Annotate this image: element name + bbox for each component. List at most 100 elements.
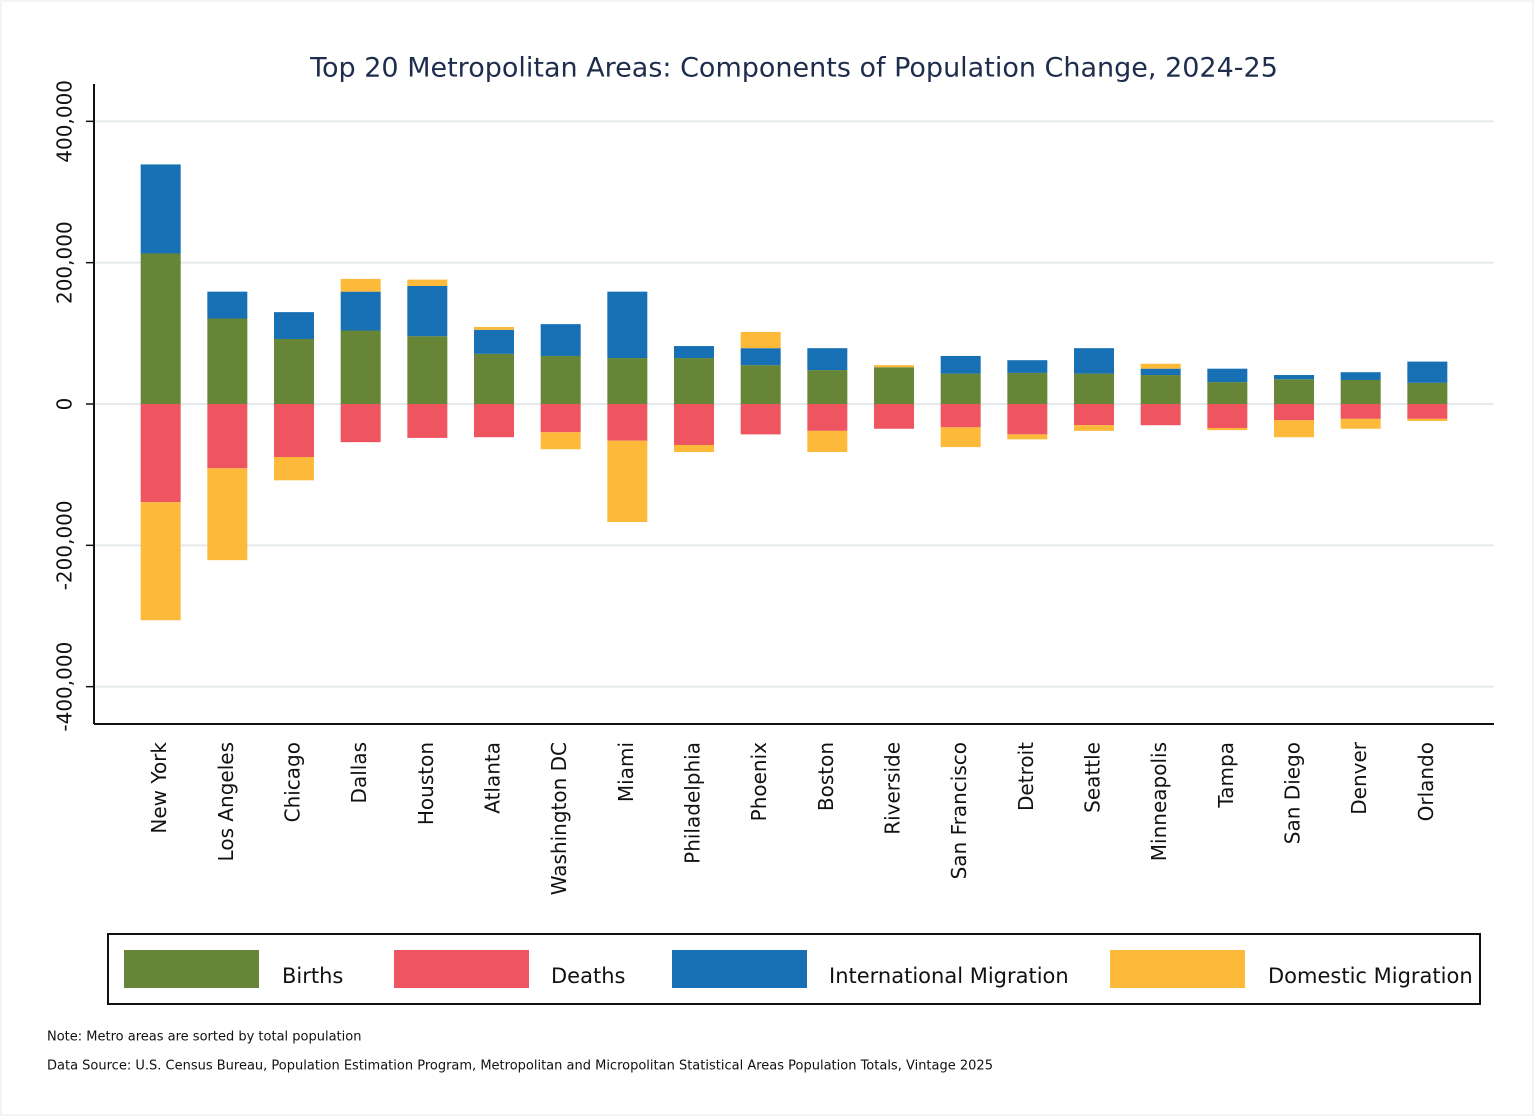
bar [940, 355, 981, 374]
bar [140, 404, 181, 503]
bar [807, 404, 848, 431]
bar [940, 404, 981, 428]
bar [1140, 363, 1181, 369]
bar [474, 353, 514, 404]
legend-label: International Migration [829, 964, 1069, 988]
bar [740, 331, 781, 349]
bar [940, 427, 981, 448]
bar [274, 457, 314, 481]
bar [540, 324, 581, 356]
bar [1340, 418, 1381, 429]
chart-title: Top 20 Metropolitan Areas: Components of… [309, 53, 1278, 84]
legend-swatch [124, 950, 259, 988]
bar [340, 291, 381, 331]
bar [407, 279, 448, 286]
bar [274, 404, 314, 457]
x-tick-label: Denver [1347, 741, 1371, 815]
bar [874, 404, 914, 429]
bar [540, 355, 581, 404]
bar [140, 502, 181, 621]
bar [274, 338, 314, 404]
y-tick-label: 400,000 [53, 80, 77, 163]
bar [1207, 368, 1248, 383]
x-tick-label: Washington DC [547, 742, 571, 895]
bar [1407, 382, 1448, 404]
bar [1407, 418, 1448, 421]
bar [1207, 404, 1248, 429]
bar [340, 404, 381, 443]
x-tick-label: San Diego [1281, 742, 1305, 844]
bar [1074, 425, 1114, 431]
x-tick-label: Detroit [1014, 742, 1038, 811]
bar [140, 253, 181, 404]
x-tick-label: Riverside [881, 742, 905, 835]
bar [474, 326, 514, 330]
legend-swatch [672, 950, 807, 988]
bar [1407, 361, 1448, 383]
bar [540, 404, 581, 433]
bar [874, 367, 914, 404]
bar [1140, 404, 1181, 426]
bar [674, 404, 714, 445]
bar [607, 440, 648, 523]
x-tick-label: New York [147, 742, 171, 834]
legend-swatch [394, 950, 529, 988]
legend-label: Births [282, 964, 343, 988]
bar [407, 285, 448, 337]
bar [1207, 428, 1248, 431]
bar [1407, 404, 1448, 419]
y-tick-label: 200,000 [53, 221, 77, 304]
bar [1007, 404, 1048, 435]
bar [940, 373, 981, 404]
bar [1340, 379, 1381, 404]
x-tick-label: Miami [614, 742, 638, 802]
x-tick-label: Tampa [1214, 742, 1238, 809]
x-tick-label: Los Angeles [214, 742, 238, 861]
bar [740, 404, 781, 435]
x-tick-label: Houston [414, 742, 438, 825]
bar [474, 404, 514, 438]
legend-swatch [1110, 950, 1245, 988]
legend-label: Domestic Migration [1268, 964, 1473, 988]
bar [807, 430, 848, 453]
bar [807, 370, 848, 404]
x-tick-label: San Francisco [947, 742, 971, 879]
bar [1074, 404, 1114, 426]
bar [340, 330, 381, 404]
bar [740, 348, 781, 366]
note: Note: Metro areas are sorted by total po… [47, 1030, 361, 1045]
x-tick-label: Dallas [347, 742, 371, 803]
bar [1340, 372, 1381, 380]
bar [1274, 379, 1314, 404]
bar [274, 312, 314, 339]
bar [474, 329, 514, 354]
x-tick-label: Minneapolis [1147, 742, 1171, 861]
bar [607, 291, 648, 359]
legend-label: Deaths [551, 964, 625, 988]
legend-box [107, 933, 1481, 1005]
bar [207, 291, 248, 319]
bar [1007, 360, 1048, 373]
y-tick-label: -400,000 [53, 642, 77, 732]
bar [740, 365, 781, 404]
bar [1207, 382, 1248, 404]
x-tick-label: Atlanta [481, 742, 505, 814]
bar [1274, 404, 1314, 421]
bar [674, 444, 714, 453]
y-tick-label: 0 [53, 398, 77, 411]
bar [1007, 434, 1048, 440]
bar [607, 358, 648, 404]
bar [607, 404, 648, 441]
bar [1274, 375, 1314, 380]
bar [1074, 348, 1114, 374]
bar [340, 278, 381, 292]
bar [1140, 375, 1181, 404]
bar [1074, 373, 1114, 404]
y-tick-label: -200,000 [53, 500, 77, 590]
x-tick-label: Philadelphia [681, 742, 705, 864]
source: Data Source: U.S. Census Bureau, Populat… [47, 1059, 993, 1074]
bar [207, 318, 248, 404]
bar [1340, 404, 1381, 419]
